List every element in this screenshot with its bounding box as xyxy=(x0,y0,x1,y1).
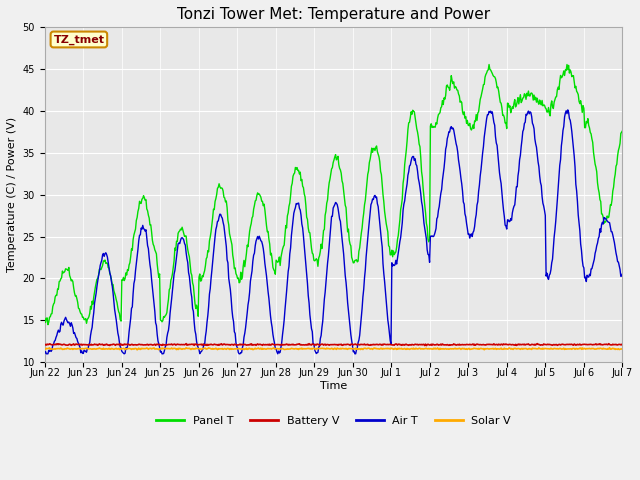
Solar V xyxy=(619,346,627,351)
Solar V xyxy=(201,346,209,351)
Battery V xyxy=(170,342,177,348)
Battery V xyxy=(619,342,627,348)
Air T xyxy=(41,350,49,356)
Panel T xyxy=(44,322,52,327)
Panel T xyxy=(170,258,178,264)
Battery V xyxy=(51,342,59,348)
Air T xyxy=(52,335,60,340)
X-axis label: Time: Time xyxy=(320,381,348,391)
Air T xyxy=(619,271,627,276)
Panel T xyxy=(111,293,119,299)
Solar V xyxy=(41,346,49,352)
Battery V xyxy=(182,341,190,347)
Solar V xyxy=(111,346,118,352)
Solar V xyxy=(51,346,59,352)
Panel T xyxy=(41,315,49,321)
Battery V xyxy=(111,342,118,348)
Title: Tonzi Tower Met: Temperature and Power: Tonzi Tower Met: Temperature and Power xyxy=(177,7,490,22)
Battery V xyxy=(201,342,209,348)
Solar V xyxy=(170,346,178,351)
Panel T xyxy=(52,292,60,298)
Solar V xyxy=(605,345,613,350)
Battery V xyxy=(41,342,49,348)
Air T xyxy=(111,312,119,317)
Air T xyxy=(422,230,429,236)
Air T xyxy=(405,169,413,175)
Y-axis label: Temperature (C) / Power (V): Temperature (C) / Power (V) xyxy=(7,117,17,272)
Panel T xyxy=(405,120,413,126)
Line: Panel T: Panel T xyxy=(45,64,623,324)
Battery V xyxy=(422,343,430,348)
Line: Battery V: Battery V xyxy=(45,344,623,346)
Battery V xyxy=(422,341,429,347)
Air T xyxy=(201,342,209,348)
Line: Solar V: Solar V xyxy=(45,348,623,350)
Battery V xyxy=(405,342,413,348)
Panel T xyxy=(619,128,627,134)
Solar V xyxy=(405,346,413,352)
Line: Air T: Air T xyxy=(45,110,623,354)
Panel T xyxy=(422,210,429,216)
Air T xyxy=(42,351,50,357)
Panel T xyxy=(485,61,493,67)
Legend: Panel T, Battery V, Air T, Solar V: Panel T, Battery V, Air T, Solar V xyxy=(152,411,515,430)
Air T xyxy=(564,107,572,113)
Solar V xyxy=(133,347,141,353)
Solar V xyxy=(422,346,429,351)
Text: TZ_tmet: TZ_tmet xyxy=(53,35,104,45)
Air T xyxy=(170,271,178,277)
Panel T xyxy=(201,268,209,274)
